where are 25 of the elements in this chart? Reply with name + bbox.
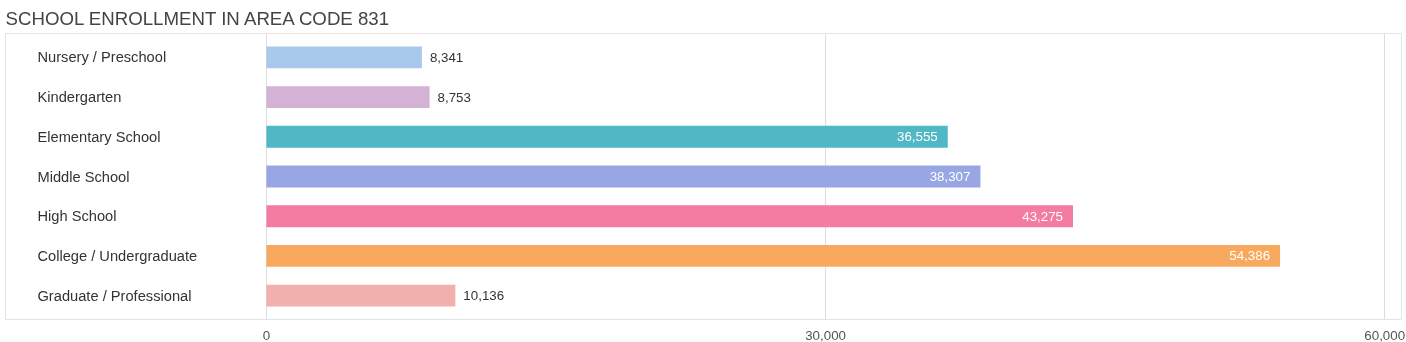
bar [266, 86, 430, 108]
bar [266, 245, 1281, 267]
data-label: 8,341 [429, 49, 464, 65]
x-tick-label: 30,000 [805, 327, 846, 342]
bar [266, 284, 456, 307]
x-tick-label: 60,000 [1364, 327, 1406, 342]
data-label: 8,753 [437, 89, 471, 105]
bar [266, 205, 1073, 228]
bar [266, 46, 422, 69]
chart-title: SCHOOL ENROLLMENT IN AREA CODE 831 [5, 7, 390, 29]
data-label: 43,275 [1022, 208, 1063, 224]
bar [266, 125, 948, 148]
data-label: 36,555 [896, 129, 938, 145]
y-tick-label: High School [37, 208, 117, 225]
data-label: 54,386 [1229, 248, 1271, 264]
y-tick-label: Kindergarten [37, 89, 122, 106]
bar [266, 165, 981, 188]
data-label: 10,136 [463, 288, 505, 304]
y-tick-label: College / Undergraduate [37, 247, 198, 264]
x-tick-label: 0 [262, 327, 271, 342]
y-tick-label: Elementary School [37, 128, 161, 145]
y-tick-label: Middle School [37, 168, 130, 185]
data-label: 38,307 [929, 169, 971, 184]
y-tick-label: Graduate / Professional [37, 287, 192, 304]
y-tick-label: Nursery / Preschool [37, 49, 167, 66]
